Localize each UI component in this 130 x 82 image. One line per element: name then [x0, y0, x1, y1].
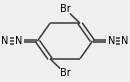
Text: N: N: [108, 36, 115, 46]
Text: Br: Br: [60, 68, 70, 78]
Text: Br: Br: [60, 4, 70, 14]
Text: N: N: [15, 36, 22, 46]
Text: N: N: [121, 36, 129, 46]
Text: N: N: [1, 36, 9, 46]
